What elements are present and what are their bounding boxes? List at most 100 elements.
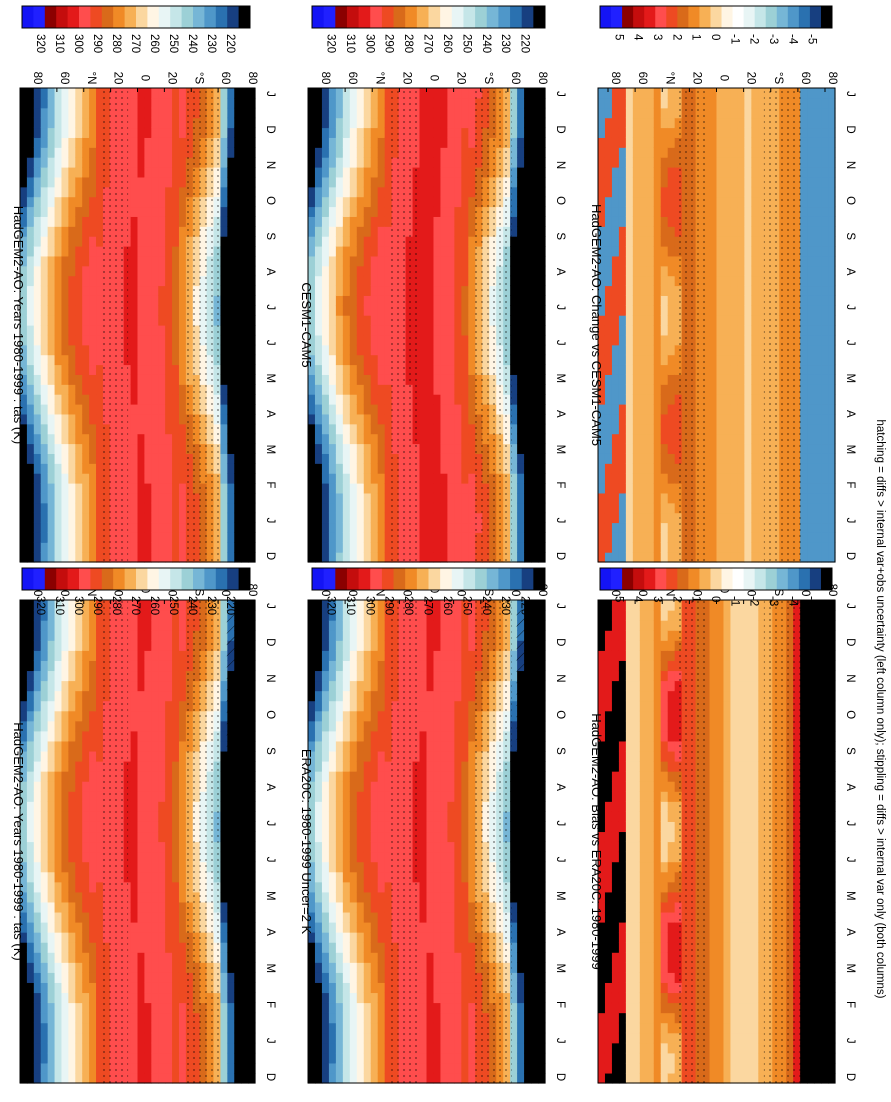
cell-p2-18-45 xyxy=(144,107,152,119)
cell-p2-7-37 xyxy=(68,186,76,198)
cell-p2-20-44 xyxy=(158,117,166,129)
cell-p1-31-11 xyxy=(234,962,242,973)
cell-p2-10-1 xyxy=(89,542,97,553)
cell-p2-22-20 xyxy=(172,354,180,366)
cell-p1-17-24 xyxy=(137,831,146,843)
cell-p3-21-26 xyxy=(454,811,462,822)
cell-p2-31-25 xyxy=(234,305,242,316)
cell-p1-29-40 xyxy=(220,670,228,682)
cell-p3-23-3 xyxy=(468,1042,476,1054)
cell-p1-22-23 xyxy=(172,841,180,853)
cell-p3-3-41 xyxy=(328,660,337,672)
cell-p2-7-28 xyxy=(68,275,76,287)
cell-p2-21-39 xyxy=(165,167,173,178)
cell-p2-10-25 xyxy=(89,305,97,316)
cell-p3-7-43 xyxy=(356,640,365,651)
cell-p3-32-31 xyxy=(531,761,539,772)
cell-p2-1-7 xyxy=(26,483,35,494)
cell-p2-2-13 xyxy=(33,423,42,435)
cell-p1-31-14 xyxy=(234,932,242,943)
cell-p3-23-26 xyxy=(468,811,476,822)
cell-p1-7-18 xyxy=(68,891,76,903)
cell-p3-22-11 xyxy=(461,962,469,973)
cell-p3-0-29 xyxy=(308,781,316,792)
cell-p3-19-35 xyxy=(440,720,449,732)
cell-p2-22-13 xyxy=(172,423,180,435)
cell-p2-20-35 xyxy=(158,206,166,217)
cell-p3-31-20 xyxy=(524,871,532,883)
cell-p1-0-28 xyxy=(20,791,28,802)
cell-p2-33-43 xyxy=(248,127,256,138)
cell-p1-11-13 xyxy=(96,942,104,953)
cell-p2-30-28 xyxy=(227,275,235,287)
cell-p1-16-28 xyxy=(130,791,139,802)
cell-p1-30-21 xyxy=(227,861,235,873)
cell-p2-19-3 xyxy=(151,522,159,533)
cell-p2-7-38 xyxy=(68,176,76,188)
cell-p2-0-18 xyxy=(20,374,28,385)
cell-p3-0-1 xyxy=(308,1062,316,1074)
cell-p2-0-22 xyxy=(20,334,28,346)
cell-p3-22-12 xyxy=(461,952,469,963)
cell-p3-9-27 xyxy=(370,801,379,812)
cell-p2-9-13 xyxy=(82,423,90,435)
cell-p3-3-15 xyxy=(328,922,337,933)
cell-p2-18-40 xyxy=(144,157,152,168)
cell-p2-8-43 xyxy=(75,127,83,138)
cell-p1-4-15 xyxy=(47,922,56,933)
cell-p2-4-14 xyxy=(47,413,56,425)
cell-p3-5-14 xyxy=(342,932,351,943)
cell-p3-4-16 xyxy=(335,911,344,923)
cell-p3-5-29 xyxy=(342,781,351,792)
cell-p3-9-13 xyxy=(370,942,379,953)
cell-p3-0-37 xyxy=(308,700,316,712)
cell-p2-19-43 xyxy=(151,127,159,138)
cell-p2-9-3 xyxy=(82,522,90,533)
cell-p1-17-11 xyxy=(137,962,146,973)
cell-p1-0-4 xyxy=(20,1032,28,1044)
cell-p2-11-20 xyxy=(96,354,104,366)
cell-p1-33-29 xyxy=(248,781,256,792)
cell-p3-5-39 xyxy=(342,680,351,692)
cell-p1-4-36 xyxy=(47,710,56,722)
cell-p1-6-20 xyxy=(61,871,69,883)
cell-p1-2-39 xyxy=(33,680,42,692)
cell-p2-7-14 xyxy=(68,413,76,425)
cell-p1-33-8 xyxy=(248,992,256,1004)
cell-p2-16-38 xyxy=(130,176,139,188)
cell-p1-33-6 xyxy=(248,1012,256,1024)
cell-p3-22-28 xyxy=(461,791,469,802)
cell-p3-22-43 xyxy=(461,640,469,651)
cell-p2-30-13 xyxy=(227,423,235,435)
cell-p3-16-14 xyxy=(419,932,428,943)
cell-p3-21-32 xyxy=(454,750,462,762)
cell-p3-8-17 xyxy=(363,901,372,913)
cell-p1-3-21 xyxy=(40,861,49,873)
cell-p3-1-21 xyxy=(314,861,323,873)
cell-p2-0-20 xyxy=(20,354,28,366)
cell-p3-7-38 xyxy=(356,690,365,702)
cell-p2-4-3 xyxy=(47,522,56,533)
cell-p2-1-0 xyxy=(26,552,35,563)
cell-p3-6-13 xyxy=(349,942,358,953)
cell-p2-6-18 xyxy=(61,374,69,385)
cell-p1-33-9 xyxy=(248,982,256,994)
cell-p2-16-47 xyxy=(130,88,139,99)
cell-p2-19-16 xyxy=(151,394,159,405)
cell-p1-9-32 xyxy=(82,750,90,762)
colorbar-swatch-p2-12 xyxy=(158,6,171,28)
cell-p1-7-24 xyxy=(68,831,76,843)
cell-p1-2-25 xyxy=(33,821,42,833)
cell-p1-17-31 xyxy=(137,761,146,772)
cell-p2-31-10 xyxy=(234,453,242,464)
cell-p3-8-3 xyxy=(363,1042,372,1054)
cell-p2-9-5 xyxy=(82,502,90,514)
cell-p1-6-44 xyxy=(61,630,69,641)
cell-p2-9-14 xyxy=(82,413,90,425)
cell-p3-21-34 xyxy=(454,730,462,742)
cell-p3-20-26 xyxy=(447,811,455,822)
cell-p1-29-15 xyxy=(220,922,228,933)
cell-p3-16-19 xyxy=(419,881,428,893)
cell-p3-8-23 xyxy=(363,841,372,853)
cell-p3-11-24 xyxy=(384,831,393,843)
